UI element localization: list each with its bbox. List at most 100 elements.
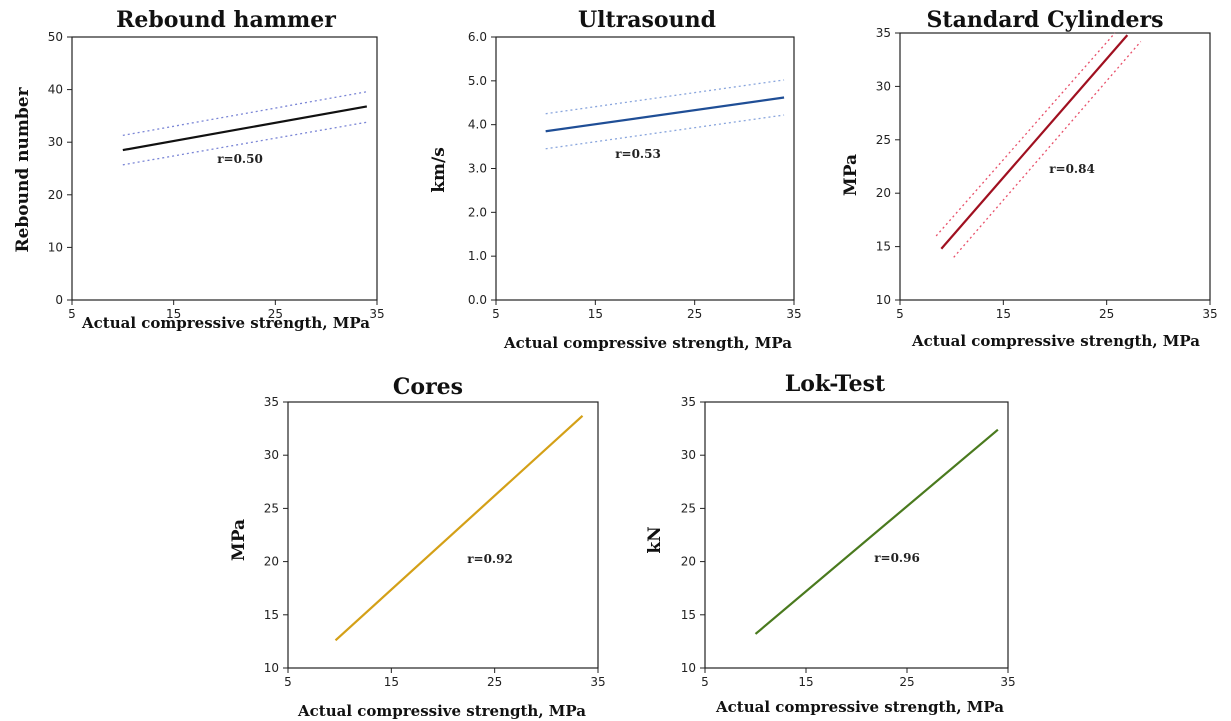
- y-tick-label: 2.0: [468, 205, 487, 219]
- chart-title: Ultrasound: [578, 7, 716, 33]
- correlation-annotation: r=0.96: [874, 551, 920, 565]
- plot-frame: [71, 36, 378, 301]
- x-tick-label: 15: [798, 675, 813, 689]
- axis-ticks: 5 15 25 35 0.0 1.0 2.0 3.0 4.0 5.0 6.0: [468, 30, 802, 321]
- chart-title: Cores: [393, 374, 463, 400]
- y-tick-label: 10: [48, 240, 63, 254]
- y-tick-label: 50: [48, 30, 63, 44]
- panel-lok-test: Lok-Test 5 15 25 35 10 15 20 25 30 35 r=0.96 Actu…: [645, 371, 1016, 716]
- y-tick-label: 6.0: [468, 30, 487, 44]
- plot-frame: [287, 401, 599, 669]
- x-axis-label: Actual compressive strength, MPa: [81, 314, 370, 332]
- upper-confidence-line: [935, 32, 1116, 237]
- axis-ticks: 5 15 25 35 0 10 20 30 40 50: [48, 30, 385, 321]
- y-tick-label: 20: [264, 555, 279, 569]
- y-tick-label: 15: [264, 608, 279, 622]
- correlation-annotation: r=0.92: [467, 552, 513, 566]
- y-tick-label: 20: [876, 186, 891, 200]
- y-tick-label: 3.0: [468, 162, 487, 176]
- regression-line: [940, 34, 1129, 250]
- y-axis-label: km/s: [429, 147, 449, 193]
- chart-title: Rebound hammer: [116, 7, 336, 33]
- x-tick-label: 35: [786, 307, 801, 321]
- x-tick-label: 35: [369, 307, 384, 321]
- series-lines: [122, 91, 368, 166]
- lower-confidence-line: [545, 114, 785, 150]
- x-tick-label: 35: [590, 675, 605, 689]
- regression-line: [122, 105, 368, 152]
- y-tick-label: 10: [264, 661, 279, 675]
- y-tick-label: 35: [264, 395, 279, 409]
- x-tick-label: 5: [492, 307, 500, 321]
- y-tick-label: 25: [264, 501, 279, 515]
- x-tick-label: 35: [1000, 675, 1015, 689]
- y-tick-label: 30: [48, 135, 63, 149]
- panel-ultrasound: Ultrasound 5 15 25 350.01.02.03.04.05.06.0 …: [429, 7, 802, 352]
- series-lines: [334, 415, 584, 642]
- series-lines: [754, 428, 999, 635]
- x-tick-label: 5: [68, 307, 76, 321]
- upper-confidence-line: [545, 79, 785, 115]
- x-tick-label: 35: [1202, 307, 1217, 321]
- lower-confidence-line: [953, 41, 1142, 258]
- panel-standard-cylinders: Standard Cylinders 5 15 25 35 10 15 20 25 30 35 r…: [841, 7, 1218, 350]
- plot-frame: [495, 36, 795, 301]
- regression-line: [334, 415, 584, 642]
- chart-title: Lok-Test: [785, 371, 886, 397]
- upper-confidence-line: [122, 91, 367, 137]
- y-axis-label: MPa: [229, 519, 249, 561]
- y-tick-label: 40: [48, 83, 63, 97]
- y-tick-label: 15: [876, 240, 891, 254]
- y-tick-label: 15: [681, 608, 696, 622]
- axis-ticks: 5 15 25 35 10 15 20 25 30 35: [876, 26, 1218, 321]
- panel-cores: Cores 5 15 25 35 10 15 20 25 30 35 r=0.92 Actual …: [229, 374, 606, 720]
- y-tick-label: 25: [681, 501, 696, 515]
- axis-ticks: 5 15 25 35 10 15 20 25 30 35: [264, 395, 606, 689]
- series-lines: [545, 79, 785, 150]
- x-axis-label: Actual compressive strength, MPa: [911, 332, 1200, 350]
- correlation-annotation: r=0.84: [1049, 162, 1095, 176]
- y-tick-label: 30: [264, 448, 279, 462]
- y-tick-label: 5.0: [468, 74, 487, 88]
- x-tick-label: 25: [1099, 307, 1114, 321]
- y-axis-label: MPa: [841, 154, 861, 196]
- x-tick-label: 25: [268, 307, 283, 321]
- x-tick-label: 25: [687, 307, 702, 321]
- series-lines: [935, 32, 1142, 258]
- y-tick-label: 10: [876, 293, 891, 307]
- y-tick-label: 30: [876, 79, 891, 93]
- x-axis-label: Actual compressive strength, MPa: [715, 698, 1004, 716]
- panel-rebound-hammer: Rebound hammer 5 15 25 35 0 10 20 30 40 50 r=0.50…: [13, 7, 385, 332]
- y-tick-label: 20: [48, 188, 63, 202]
- y-tick-label: 10: [681, 661, 696, 675]
- y-tick-label: 1.0: [468, 249, 487, 263]
- x-axis-label: Actual compressive strength, MPa: [297, 702, 586, 720]
- y-tick-label: 0.0: [468, 293, 487, 307]
- axis-ticks: 5 15 25 35 10 15 20 25 30 35: [681, 395, 1016, 689]
- x-tick-label: 5: [896, 307, 904, 321]
- x-tick-label: 25: [899, 675, 914, 689]
- lower-confidence-line: [122, 121, 367, 166]
- x-tick-label: 25: [487, 675, 502, 689]
- chart-title: Standard Cylinders: [927, 7, 1164, 33]
- x-tick-label: 15: [996, 307, 1011, 321]
- x-tick-label: 5: [701, 675, 709, 689]
- plot-frame: [899, 32, 1211, 301]
- y-tick-label: 20: [681, 555, 696, 569]
- x-tick-label: 15: [588, 307, 603, 321]
- y-axis-label: kN: [645, 526, 665, 553]
- correlation-annotation: r=0.53: [615, 147, 661, 161]
- y-tick-label: 0: [55, 293, 63, 307]
- y-tick-label: 35: [681, 395, 696, 409]
- y-tick-label: 4.0: [468, 118, 487, 132]
- plot-frame: [704, 401, 1009, 669]
- x-axis-label: Actual compressive strength, MPa: [503, 334, 792, 352]
- x-tick-label: 15: [166, 307, 181, 321]
- correlation-annotation: r=0.50: [217, 152, 263, 166]
- y-tick-label: 25: [876, 133, 891, 147]
- y-axis-label: Rebound number: [13, 86, 33, 252]
- y-tick-label: 30: [681, 448, 696, 462]
- regression-line: [545, 96, 785, 133]
- x-tick-label: 5: [284, 675, 292, 689]
